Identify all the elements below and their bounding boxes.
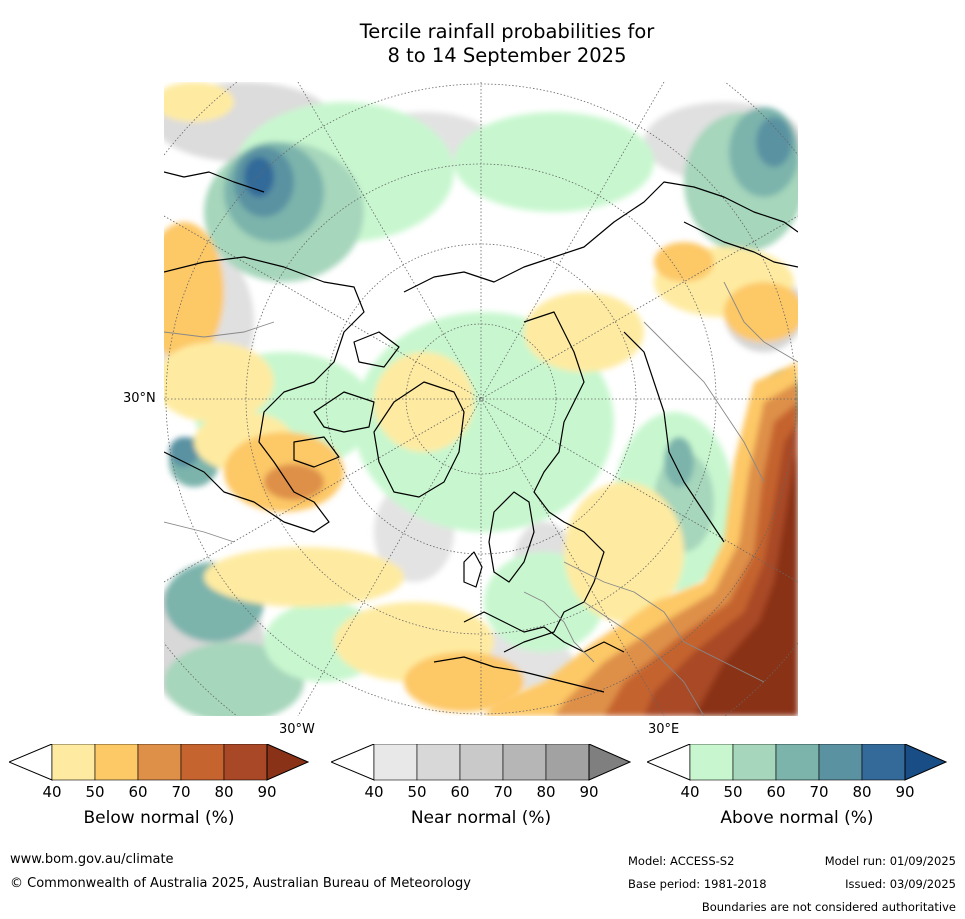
colorbar-below-lower-arrow: [9, 744, 53, 781]
colorbar-above-swatch-1: [689, 744, 734, 781]
political-borders: [164, 281, 798, 716]
below-normal-core: [484, 362, 798, 716]
tick-label: 80: [852, 783, 872, 801]
copyright-text: © Commonwealth of Australia 2025, Austra…: [10, 876, 471, 891]
tick-label: 50: [407, 783, 427, 801]
colorbar-below-label: Below normal (%): [83, 808, 235, 828]
model-name: Model: ACCESS-S2: [628, 854, 735, 868]
tick-label: 50: [723, 783, 743, 801]
coastlines: [164, 171, 798, 693]
colorbar-near-swatch-5: [545, 744, 590, 781]
colorbar-above-swatch-3: [775, 744, 820, 781]
tick-label: 80: [536, 783, 556, 801]
tick-label: 90: [579, 783, 599, 801]
graticule: [164, 82, 798, 716]
colorbar-near-normal: [331, 744, 631, 781]
tick-label: 50: [85, 783, 105, 801]
longitude-label-30e: 30°E: [648, 722, 680, 737]
colorbar-below-swatch-1: [51, 744, 96, 781]
tick-label: 40: [364, 783, 384, 801]
colorbar-above-swatch-5: [861, 744, 906, 781]
tick-label: 70: [809, 783, 829, 801]
colorbar-near-swatch-1: [373, 744, 418, 781]
tick-label: 80: [214, 783, 234, 801]
colorbar-below-swatch-4: [180, 744, 225, 781]
boundaries-disclaimer: Boundaries are not considered authoritat…: [701, 900, 956, 914]
probability-field: [164, 82, 798, 716]
colorbar-above-swatch-4: [818, 744, 863, 781]
colorbar-above-swatch-2: [732, 744, 777, 781]
colorbar-below-swatch-5: [223, 744, 268, 781]
colorbar-below-swatch-3: [137, 744, 182, 781]
colorbar-below-upper-arrow: [266, 744, 309, 781]
colorbar-near-lower-arrow: [331, 744, 375, 781]
colorbar-near-swatch-3: [459, 744, 504, 781]
longitude-label-30w: 30°W: [279, 722, 315, 737]
title-line-1: Tercile rainfall probabilities for: [359, 20, 655, 43]
colorbar-below-normal: [9, 744, 309, 781]
latitude-label-30n: 30°N: [123, 391, 156, 406]
map-title: Tercile rainfall probabilities for 8 to …: [0, 20, 965, 68]
tick-label: 60: [128, 783, 148, 801]
colorbar-below-swatch-2: [94, 744, 139, 781]
model-run-date: Model run: 01/09/2025: [824, 854, 956, 868]
colorbar-above-lower-arrow: [647, 744, 691, 781]
tick-label: 60: [766, 783, 786, 801]
tick-label: 40: [680, 783, 700, 801]
tick-label: 60: [450, 783, 470, 801]
title-line-2: 8 to 14 September 2025: [387, 44, 627, 67]
tick-label: 90: [257, 783, 277, 801]
colorbar-near-swatch-4: [502, 744, 547, 781]
colorbar-above-label: Above normal (%): [720, 808, 874, 828]
tick-label: 90: [895, 783, 915, 801]
website-link[interactable]: www.bom.gov.au/climate: [10, 852, 174, 867]
tick-label: 70: [171, 783, 191, 801]
colorbar-above-normal: [647, 744, 947, 781]
rainfall-probability-map: [164, 82, 798, 716]
tick-label: 40: [42, 783, 62, 801]
colorbar-near-upper-arrow: [588, 744, 631, 781]
colorbar-above-upper-arrow: [904, 744, 947, 781]
base-period: Base period: 1981-2018: [628, 877, 767, 891]
colorbar-near-swatch-2: [416, 744, 461, 781]
colorbar-near-label: Near normal (%): [410, 808, 552, 828]
issued-date: Issued: 03/09/2025: [845, 877, 956, 891]
tick-label: 70: [493, 783, 513, 801]
